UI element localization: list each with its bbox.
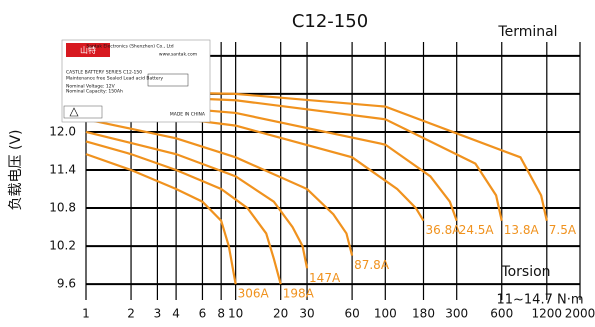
card-text: Nominal Voltage: 12V [66, 84, 116, 90]
x-tick-label: 3 [154, 307, 162, 321]
x-tick-label: 10 [228, 307, 243, 321]
x-tick-label: 8 [217, 307, 225, 321]
series-label: 36.8A [426, 223, 462, 237]
annotation: 11~14.7 N·m [496, 293, 583, 308]
x-tick-label: 4 [172, 307, 180, 321]
x-tick-label: 100 [374, 307, 397, 321]
series-line [85, 140, 282, 285]
x-tick-label: 600 [490, 307, 513, 321]
chart-title: C12-150 [292, 11, 368, 32]
series-line [85, 99, 458, 222]
warning-icon [69, 107, 79, 117]
x-tick-label: 300 [445, 307, 468, 321]
card-text: CASTLE BATTERY SERIES C12-150 [66, 70, 142, 76]
series-line [85, 118, 354, 256]
x-tick-label: 2000 [565, 307, 595, 321]
y-tick-label: 12.0 [49, 124, 76, 138]
y-tick-label: 10.2 [49, 239, 76, 253]
x-tick-label: 1200 [532, 307, 563, 321]
logo-bg [66, 43, 110, 57]
card-text: Maintenance free Sealed Lead acid Batter… [66, 76, 163, 82]
card-text: MADE IN CHINA [170, 112, 206, 118]
series-label: 306A [238, 287, 270, 301]
x-tick-label: 180 [412, 307, 435, 321]
x-tick-label: 2 [127, 307, 135, 321]
series-line [85, 153, 237, 285]
warning-box [63, 105, 103, 119]
y-tick-label: 10.8 [49, 201, 76, 215]
series-line [85, 92, 503, 221]
annotation: Terminal [497, 24, 557, 40]
series-line [85, 105, 425, 222]
cert-icons [147, 73, 189, 87]
series-line [85, 130, 309, 269]
y-tick-label: 11.4 [49, 163, 76, 177]
series-line [85, 89, 548, 221]
series-label: 147A [309, 271, 341, 285]
card-text: Nominal Capacity: 150Ah [66, 89, 123, 95]
logo-text: 山特 [80, 45, 96, 55]
series-label: 24.5A [459, 223, 495, 237]
series-label: 7.5A [549, 223, 577, 237]
x-tick-label: 20 [273, 307, 288, 321]
card-text: Santak Electronics (Shenzhen) Co., Ltd [86, 44, 173, 50]
series-label: 87.8A [354, 258, 390, 272]
x-tick-label: 6 [199, 307, 207, 321]
annotation: Torsion [500, 264, 550, 280]
x-tick-label: 1 [82, 307, 90, 321]
x-tick-label: 60 [344, 307, 359, 321]
x-tick-label: 30 [299, 307, 314, 321]
y-axis-label: 负载电压 (V) [8, 130, 24, 211]
card-text: www.santak.com [159, 52, 197, 58]
y-tick-label: 9.6 [57, 277, 76, 291]
series-label: 13.8A [504, 223, 540, 237]
series-label: 198A [283, 287, 315, 301]
